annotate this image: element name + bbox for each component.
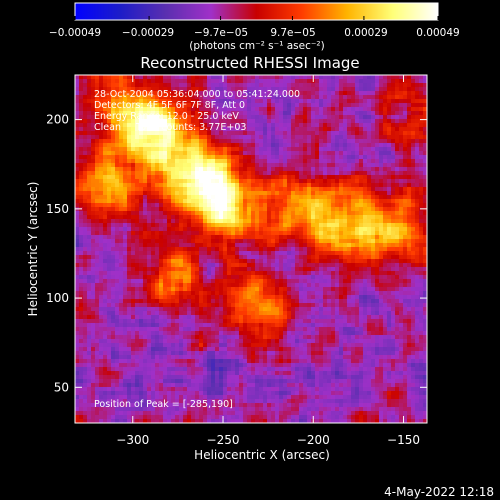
axis-ticks	[75, 75, 427, 423]
plot-timestamp: 4-May-2022 12:18	[384, 485, 494, 499]
y-tick-label-0: 50	[54, 380, 69, 394]
colorbar-tick-label-4: 0.00029	[344, 27, 387, 39]
heatmap-image	[75, 75, 427, 423]
y-tick-label-1: 100	[46, 291, 69, 305]
colorbar-ticks	[74, 16, 439, 20]
plot-frame	[74, 74, 428, 424]
y-tick-label-3: 200	[46, 113, 69, 127]
colorbar-tick-label-0: −0.00049	[49, 27, 101, 39]
chart-title: Reconstructed RHESSI Image	[140, 54, 359, 72]
x-tick-label-3: −150	[387, 433, 420, 447]
x-tick-labels: −300 −250 −200 −150	[116, 433, 420, 447]
x-tick-label-0: −300	[116, 433, 149, 447]
x-axis-label: Heliocentric X (arcsec)	[194, 448, 330, 462]
energy-range-annotation: Energy Range: 12.0 - 25.0 keV	[94, 111, 239, 122]
x-tick-label-2: −200	[297, 433, 330, 447]
colorbar-unit-label: (photons cm⁻² s⁻¹ asec⁻²)	[189, 40, 324, 52]
y-axis-label: Heliocentric Y (arcsec)	[26, 182, 40, 317]
detectors-annotation: Detectors: 4F 5F 6F 7F 8F, Att 0	[94, 100, 245, 111]
x-tick-label-1: −250	[207, 433, 240, 447]
colorbar-tick-label-2: −9.7e−05	[194, 27, 248, 39]
colorbar	[75, 3, 438, 20]
colorbar-frame	[74, 2, 439, 21]
y-tick-labels: 50 100 150 200	[46, 113, 69, 395]
algorithm-counts-annotation: Clean Total counts: 3.77E+03	[94, 122, 246, 133]
time-range-annotation: 28-Oct-2004 05:36:04.000 to 05:41:24.000	[94, 89, 300, 100]
colorbar-tick-label-1: −0.00029	[122, 27, 174, 39]
colorbar-tick-label-3: 9.7e−05	[270, 27, 315, 39]
y-tick-label-2: 150	[46, 202, 69, 216]
peak-position-annotation: Position of Peak = [-285,190]	[94, 399, 233, 410]
colorbar-tick-label-5: 0.00049	[416, 27, 459, 39]
